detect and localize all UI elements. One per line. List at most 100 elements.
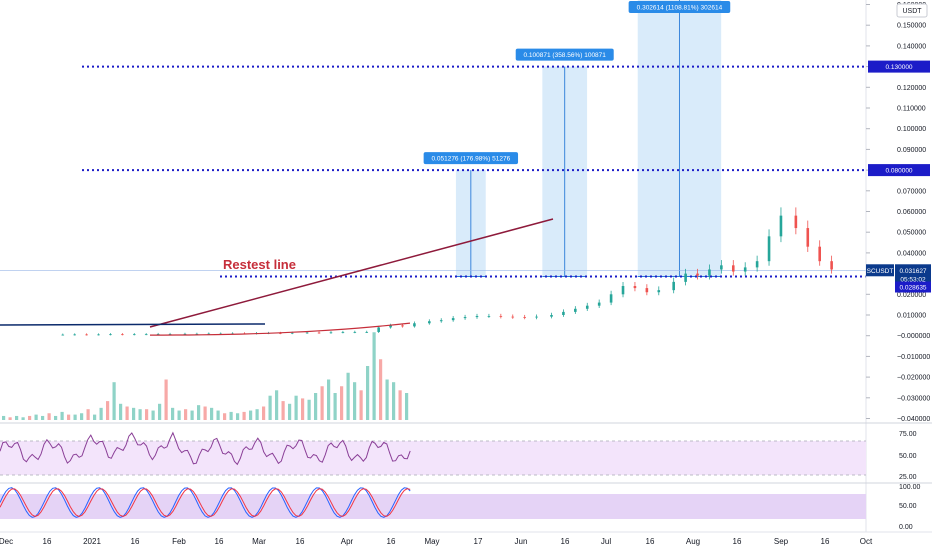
candle-body (731, 265, 735, 272)
stoch-tick-label: 0.00 (899, 524, 913, 531)
candle-body (645, 288, 649, 293)
candle-body (720, 265, 723, 270)
last-price-tag-box (895, 264, 931, 285)
candle-body (341, 332, 345, 333)
volume-bar (171, 407, 175, 420)
volume-bar (366, 366, 370, 420)
candle-body (743, 267, 747, 272)
currency-badge[interactable] (896, 3, 928, 18)
candle-body (85, 334, 88, 336)
volume-bar (15, 415, 19, 420)
volume-bar (392, 382, 396, 420)
level-tag: 0.080000 (885, 168, 912, 175)
candle-body (183, 333, 187, 335)
candle-body (156, 334, 160, 335)
time-tick-label: Jun (515, 537, 528, 546)
time-tick-label: 16 (646, 537, 655, 546)
volume-bar (385, 379, 389, 420)
time-tick-label: Dec (0, 537, 13, 546)
volume-bar (145, 409, 149, 420)
time-tick-label: Feb (172, 537, 186, 546)
volume-bar (138, 409, 142, 420)
price-tick-label: 0.010000 (897, 313, 926, 320)
candle-body (329, 332, 333, 334)
candle-body (451, 318, 455, 321)
level-tag: 0.130000 (885, 64, 912, 71)
price-tick-label: 0.060000 (897, 209, 926, 216)
volume-bar (301, 398, 305, 420)
volume-bar (353, 382, 357, 420)
volume-bars (2, 332, 409, 420)
volume-bar (197, 405, 201, 420)
volume-bar (125, 406, 129, 420)
volume-bar (255, 409, 259, 420)
time-tick-label: Apr (341, 537, 354, 546)
time-axis: Dec 16 2021 16 Feb 16 Mar 16 Apr 16 May 17 Jun 16 Jul 1… (0, 537, 873, 546)
time-tick-label: Mar (252, 537, 266, 546)
volume-bar (262, 406, 266, 420)
candle-body (207, 333, 211, 335)
time-tick-label: 2021 (83, 537, 101, 546)
volume-bar (210, 407, 214, 420)
price-tick-label: 0.050000 (897, 230, 926, 237)
volume-bar (223, 413, 227, 420)
volume-bar (249, 410, 253, 420)
symbol-tag: SCUSDT (867, 268, 894, 275)
volume-bar (307, 399, 311, 420)
candle-body (401, 325, 404, 327)
candle-body (413, 323, 416, 327)
price-tick-label: 0.020000 (897, 292, 926, 299)
volume-bar (275, 390, 279, 420)
time-tick-label: 16 (733, 537, 742, 546)
candle-body (317, 332, 321, 334)
volume-bar (398, 390, 402, 420)
candle-body (708, 269, 711, 276)
price-tick-label: −0.040000 (897, 416, 930, 423)
volume-bar (2, 415, 6, 420)
candle-body (830, 261, 833, 270)
volume-bar (372, 332, 376, 420)
candle-body (597, 302, 601, 306)
volume-bar (242, 411, 246, 420)
candle-body (818, 246, 821, 262)
trend-line[interactable] (149, 218, 554, 328)
lower-price-tag-box (895, 281, 931, 293)
candle-body (633, 286, 637, 289)
stoch-band (0, 494, 866, 519)
candle-body (365, 331, 369, 333)
volume-bar (80, 413, 84, 420)
candle-body (511, 316, 515, 318)
volume-bar (99, 407, 103, 420)
price-tick-label: −0.000000 (897, 333, 930, 340)
time-tick-label: 16 (131, 537, 140, 546)
price-tick-label: −0.010000 (897, 354, 930, 361)
volume-bar (34, 414, 38, 420)
annotation-text: Restest line (223, 257, 296, 272)
candle-body (121, 334, 124, 336)
lower-price-tag: 0.028635 (899, 284, 926, 291)
price-tick-label: −0.020000 (897, 375, 930, 382)
time-tick-label: Aug (686, 537, 700, 546)
time-tick-label: 16 (43, 537, 52, 546)
volume-bar (86, 409, 90, 420)
time-tick-label: 16 (296, 537, 305, 546)
volume-bar (203, 406, 207, 420)
candle-body (389, 325, 392, 328)
projection-label-box (423, 152, 519, 165)
projection-label: 0.051276 (176.98%) 51276 (431, 156, 510, 163)
volume-bar (112, 382, 116, 420)
volume-bar (151, 410, 155, 420)
price-tick-label: 0.120000 (897, 85, 926, 92)
price-tick-label: 0.090000 (897, 147, 926, 154)
candle-body (73, 334, 76, 336)
horizontal-levels (0, 65, 866, 278)
stoch-tick-label: 50.00 (899, 503, 917, 510)
candle-body (195, 333, 199, 335)
time-tick-label: Sep (774, 537, 789, 546)
candle-body (487, 316, 491, 317)
volume-bar (41, 415, 45, 420)
moving-average-line (150, 322, 411, 336)
time-tick-label: Jul (601, 537, 611, 546)
